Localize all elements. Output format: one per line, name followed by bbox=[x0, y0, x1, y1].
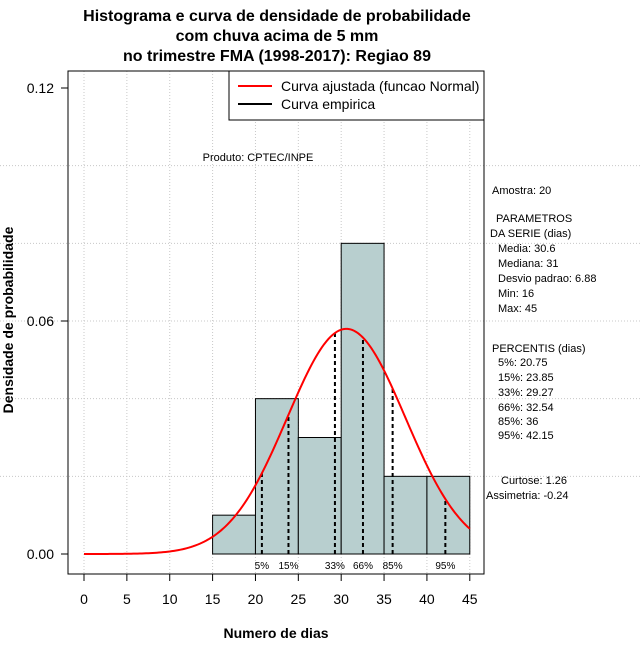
chart-title-line-2: com chuva acima de 5 mm bbox=[176, 28, 379, 45]
x-tick-label: 15 bbox=[205, 591, 221, 607]
x-tick-label: 25 bbox=[291, 591, 307, 607]
percentile-label-5: 5% bbox=[255, 561, 270, 572]
stat-desvio: Desvio padrao: 6.88 bbox=[498, 273, 596, 285]
percentile-label-15: 15% bbox=[278, 561, 298, 572]
histogram-bar-1 bbox=[212, 514, 256, 555]
x-tick-label: 45 bbox=[462, 591, 478, 607]
normal-fit-curve bbox=[84, 327, 471, 555]
percentile-label-95: 95% bbox=[435, 561, 455, 572]
stat-p15: 15%: 23.85 bbox=[498, 372, 554, 384]
histogram-bar-6 bbox=[426, 475, 471, 555]
x-tick-label: 20 bbox=[248, 591, 264, 607]
x-tick-label: 5 bbox=[123, 591, 131, 607]
x-tick-label: 30 bbox=[333, 591, 349, 607]
stat-pct-heading: PERCENTIS (dias) bbox=[492, 343, 586, 355]
stat-media: Media: 30.6 bbox=[498, 243, 555, 255]
stat-assimetria: Assimetria: -0.24 bbox=[486, 490, 569, 502]
percentile-label-33: 33% bbox=[325, 561, 345, 572]
percentile-lines bbox=[260, 332, 447, 554]
stat-params-heading-2: DA SERIE (dias) bbox=[490, 228, 571, 240]
y-tick-label: 0.06 bbox=[27, 313, 54, 329]
stat-mediana: Mediana: 31 bbox=[498, 258, 559, 270]
chart-title-line-3: no trimestre FMA (1998-2017): Regiao 89 bbox=[123, 48, 431, 65]
percentile-label-66: 66% bbox=[353, 561, 373, 572]
y-tick-label: 0.12 bbox=[27, 80, 54, 96]
stat-min: Min: 16 bbox=[498, 288, 534, 300]
x-axis-label: Numero de dias bbox=[223, 625, 328, 641]
stat-max: Max: 45 bbox=[498, 303, 537, 315]
y-axis-label: Densidade de probabilidade bbox=[0, 226, 16, 413]
x-tick-label: 35 bbox=[376, 591, 392, 607]
stat-params-heading-1: PARAMETROS bbox=[496, 213, 572, 225]
stat-p5: 5%: 20.75 bbox=[498, 357, 548, 369]
stat-p85: 85%: 36 bbox=[498, 416, 538, 428]
legend: Curva ajustada (funcao Normal) Curva emp… bbox=[228, 70, 485, 121]
y-tick-label: 0.00 bbox=[27, 546, 54, 562]
histogram-bar-5 bbox=[383, 475, 428, 555]
stats-panel: Amostra: 20 PARAMETROS DA SERIE (dias) M… bbox=[486, 185, 596, 502]
legend-empirical-label: Curva empirica bbox=[281, 96, 375, 112]
stat-p95: 95%: 42.15 bbox=[498, 430, 554, 442]
legend-fit-label: Curva ajustada (funcao Normal) bbox=[281, 78, 479, 94]
x-tick-label: 10 bbox=[162, 591, 178, 607]
stat-curtose: Curtose: 1.26 bbox=[501, 475, 567, 487]
chart-title-line-1: Histograma e curva de densidade de proba… bbox=[83, 8, 471, 25]
stat-p66: 66%: 32.54 bbox=[498, 402, 554, 414]
y-axis: 0.00 0.06 0.12 bbox=[27, 80, 69, 562]
product-label: Produto: CPTEC/INPE bbox=[203, 152, 314, 164]
percentile-label-85: 85% bbox=[383, 561, 403, 572]
legend-box bbox=[228, 70, 485, 121]
histogram-bars bbox=[212, 242, 471, 555]
stat-sample: Amostra: 20 bbox=[492, 185, 551, 197]
stat-p33: 33%: 29.27 bbox=[498, 387, 554, 399]
x-tick-label: 40 bbox=[419, 591, 435, 607]
percentile-labels: 5% 15% 33% 66% 85% 95% bbox=[255, 561, 456, 572]
x-tick-label: 0 bbox=[80, 591, 88, 607]
x-axis: 0 5 10 15 20 25 30 35 40 45 bbox=[80, 573, 478, 607]
